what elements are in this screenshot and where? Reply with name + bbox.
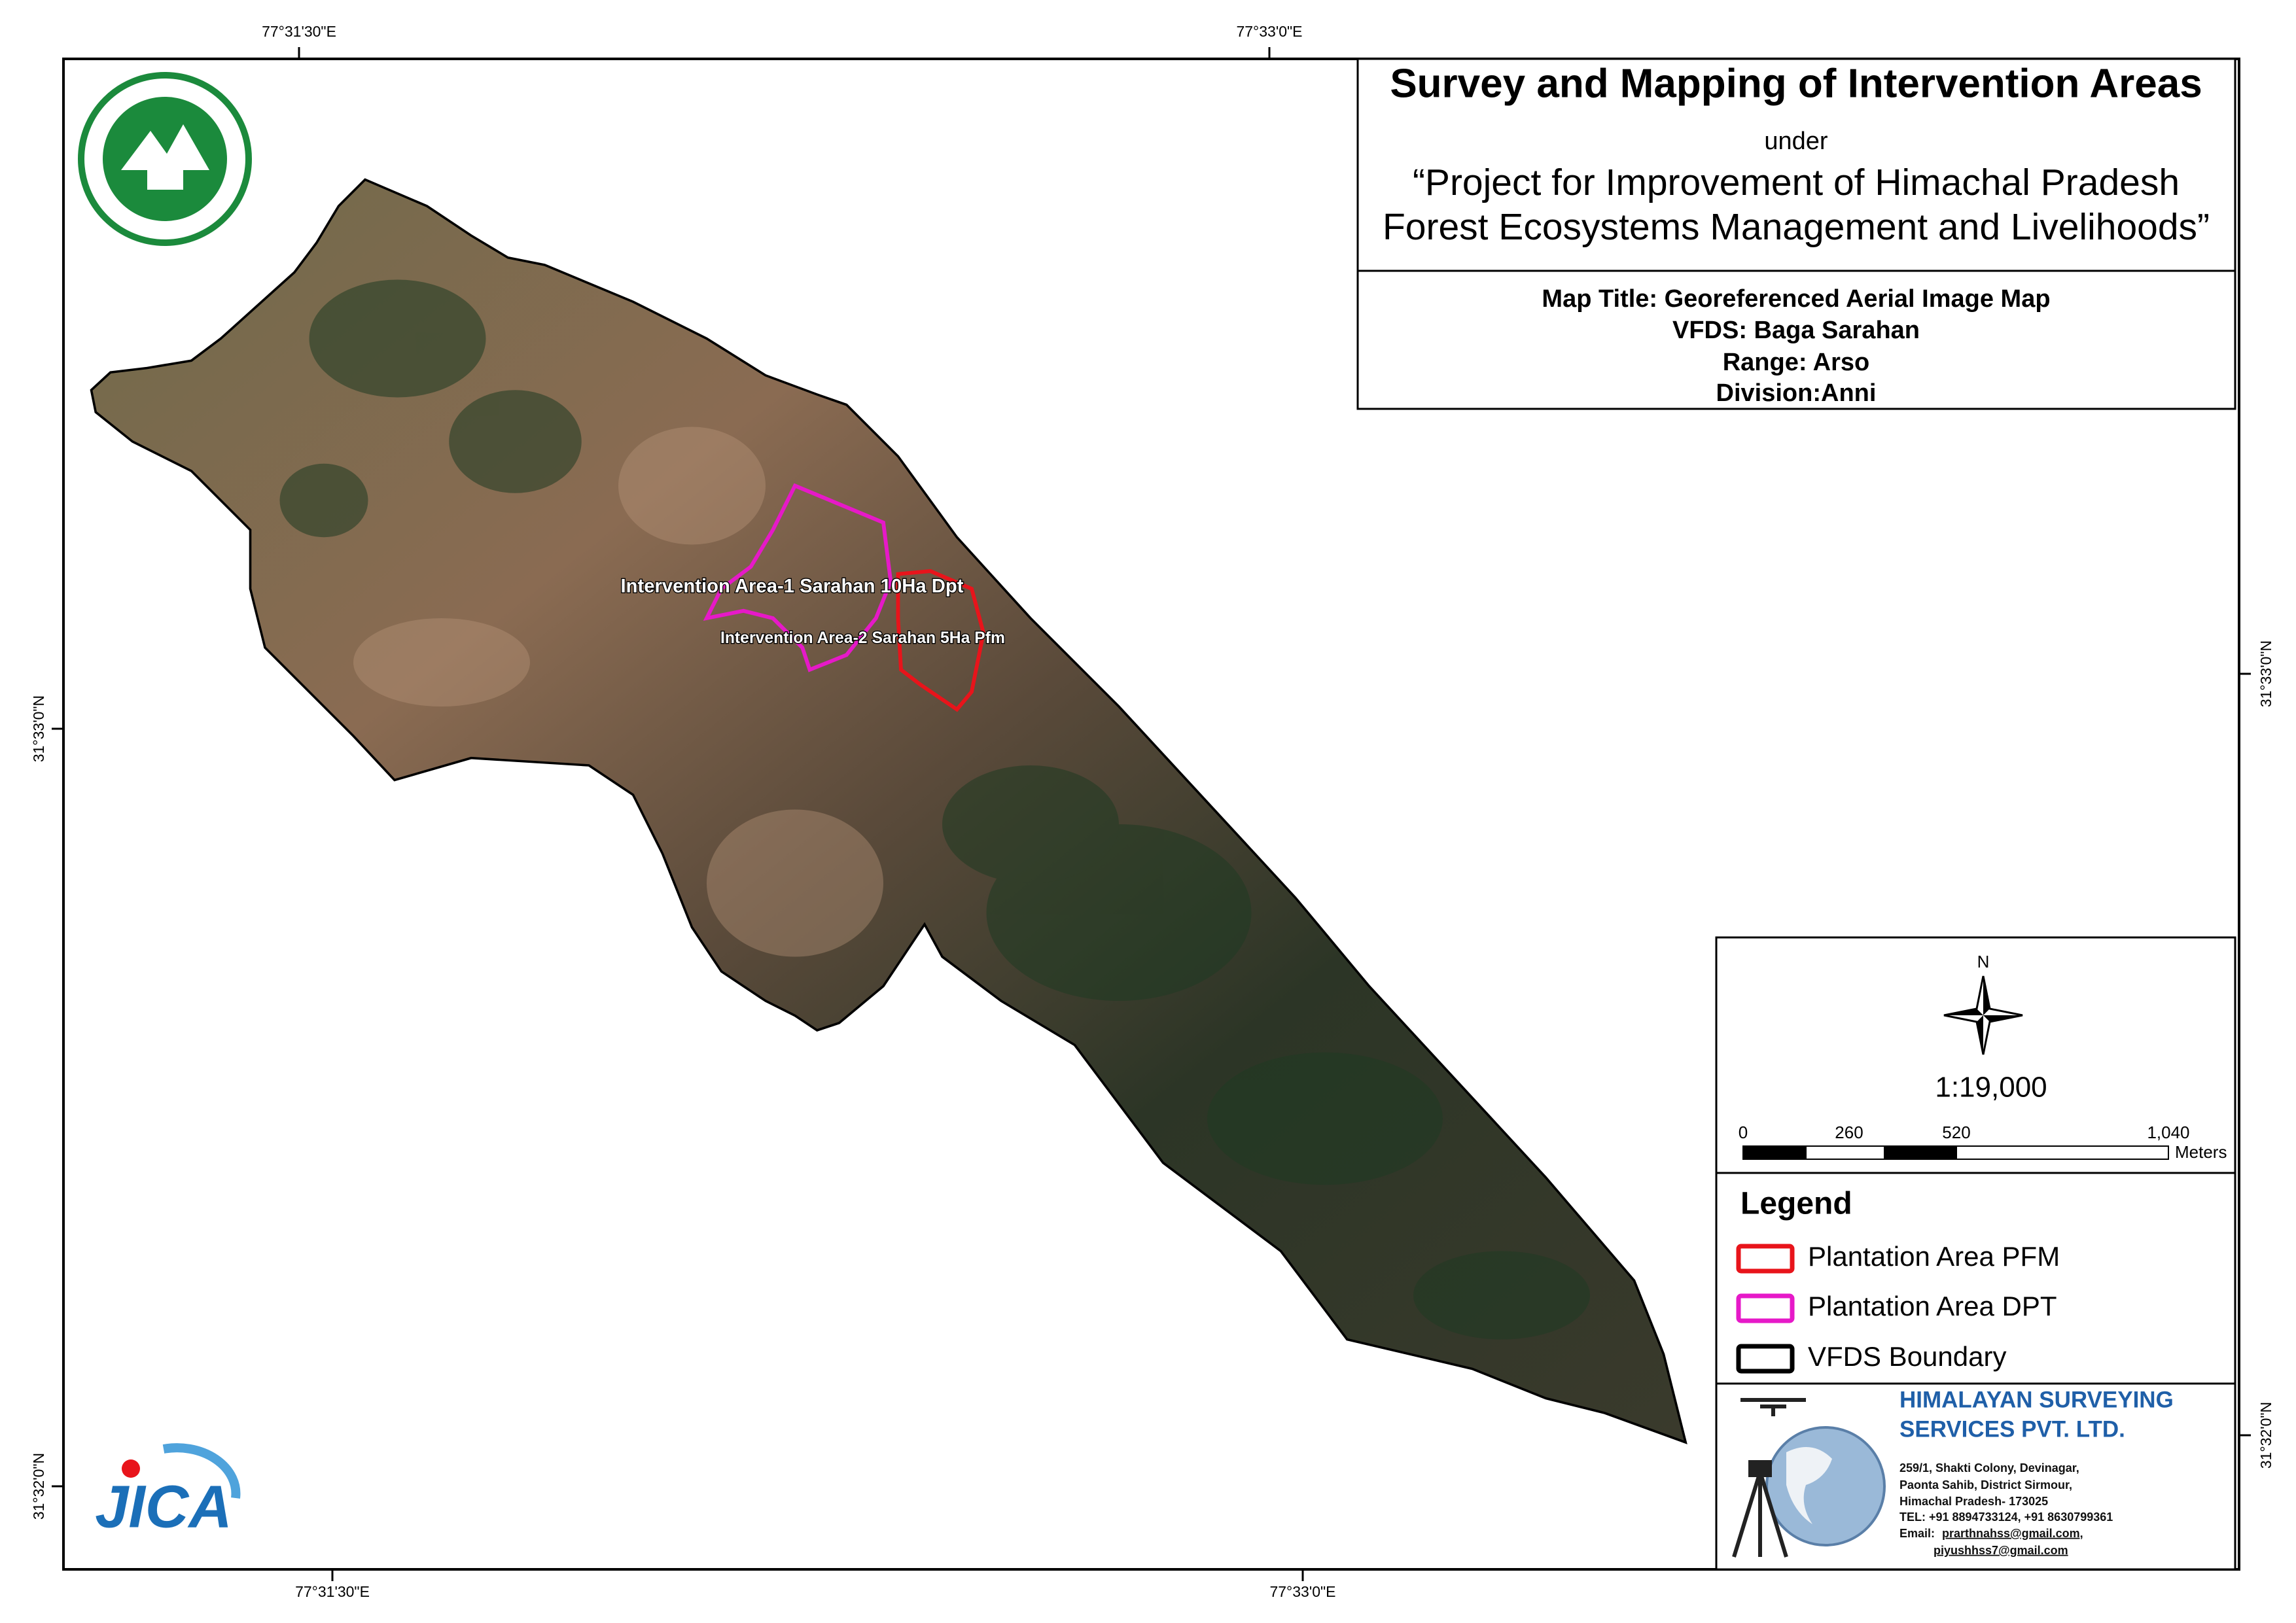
map-info: Division:Anni xyxy=(1716,379,1877,407)
grid-label: 31°33'0"N xyxy=(30,695,47,762)
map-info: Range: Arso xyxy=(1723,349,1870,376)
scale-unit: Meters xyxy=(2175,1142,2227,1162)
legend-swatch xyxy=(1736,1293,1795,1323)
title: Survey and Mapping of Intervention Areas xyxy=(1390,61,2202,106)
legend-label: Plantation Area DPT xyxy=(1808,1291,2057,1321)
plantation-area-dpt xyxy=(703,483,893,672)
legend-label: VFDS Boundary xyxy=(1808,1341,2006,1372)
title-box xyxy=(1356,58,2236,410)
email[interactable]: prarthnahss@gmail.com, xyxy=(1942,1527,2083,1540)
jica-text: JICA xyxy=(95,1473,232,1540)
legend-box xyxy=(1715,1172,2236,1385)
email-label: Email: xyxy=(1899,1527,1935,1540)
project-line: “Project for Improvement of Himachal Pra… xyxy=(1413,162,2180,203)
legend-swatch xyxy=(1736,1344,1795,1374)
company-name: SERVICES PVT. LTD. xyxy=(1899,1416,2125,1442)
map-label: Intervention Area-2 Sarahan 5Ha Pfm xyxy=(720,629,1005,647)
legend-items: Plantation Area PFM Plantation Area DPT VF… xyxy=(1736,1241,2060,1374)
grid-label: 77°33'0"E xyxy=(1269,1583,1335,1600)
project-line: Forest Ecosystems Management and Livelih… xyxy=(1383,206,2210,248)
map-info: VFDS: Baga Sarahan xyxy=(1672,317,1920,344)
address-line: TEL: +91 8894733124, +91 8630799361 xyxy=(1899,1510,2113,1524)
grid-label: 31°33'0"N xyxy=(2257,640,2274,707)
scale-ratio: 1:19,000 xyxy=(1935,1072,2047,1104)
map-info: Map Title: Georeferenced Aerial Image Ma… xyxy=(1542,285,2050,313)
address-line: Paonta Sahib, District Sirmour, xyxy=(1899,1478,2072,1492)
frame-ticks xyxy=(52,47,2251,1581)
grid-label: 77°31'30"E xyxy=(262,23,336,40)
grid-label: 31°32'0"N xyxy=(30,1453,47,1520)
north-arrow xyxy=(1943,975,2023,1055)
company-logo xyxy=(1732,1398,1886,1558)
forest-texture xyxy=(279,279,1590,1340)
connector: under xyxy=(1764,128,1828,155)
email[interactable]: piyushhss7@gmail.com xyxy=(1934,1544,2068,1557)
address-line: 259/1, Shakti Colony, Devinagar, xyxy=(1899,1461,2079,1475)
scale-tick: 260 xyxy=(1835,1123,1863,1142)
legend-title: Legend xyxy=(1740,1187,1852,1221)
north-label: N xyxy=(1977,952,1990,971)
jica-logo: JICA xyxy=(95,1443,241,1540)
scale-tick: 0 xyxy=(1739,1123,1748,1142)
grid-label: 77°33'0"E xyxy=(1236,23,1302,40)
scale-tick: 520 xyxy=(1942,1123,1970,1142)
address-line: Himachal Pradesh- 173025 xyxy=(1899,1495,2048,1508)
grid-label: 31°32'0"N xyxy=(2257,1402,2274,1469)
legend-label: Plantation Area PFM xyxy=(1808,1241,2060,1272)
scale-bar xyxy=(1742,1145,2169,1160)
scale-tick: 1,040 xyxy=(2147,1123,2189,1142)
forest-dept-logo xyxy=(78,72,252,246)
map-label: Intervention Area-1 Sarahan 10Ha Dpt xyxy=(621,576,964,597)
plantation-area-pfm xyxy=(896,569,986,712)
open-land xyxy=(353,427,883,957)
company-name: HIMALAYAN SURVEYING xyxy=(1899,1387,2174,1412)
legend-swatch xyxy=(1736,1244,1795,1274)
map-area: Intervention Area-1 Sarahan 10Ha Dpt Int… xyxy=(90,178,1687,1444)
scale-box xyxy=(1715,936,2236,1174)
grid-label: 77°31'30"E xyxy=(295,1583,370,1600)
